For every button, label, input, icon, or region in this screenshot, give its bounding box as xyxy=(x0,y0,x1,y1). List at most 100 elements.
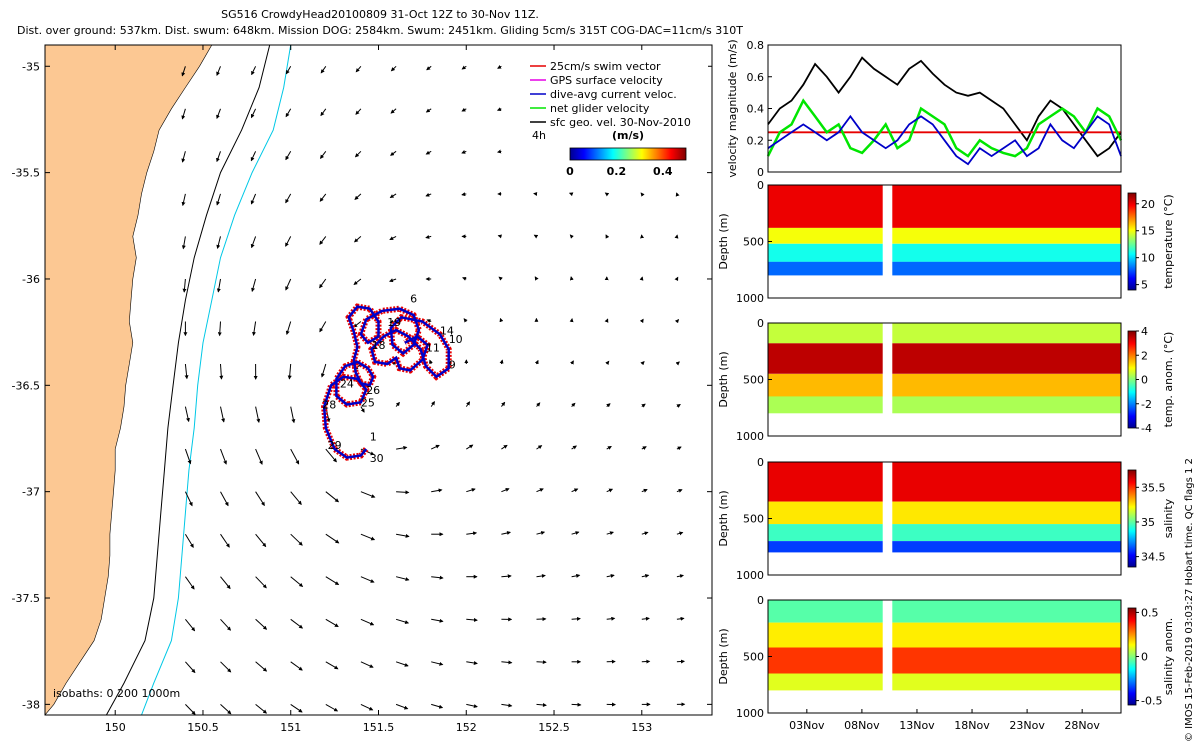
geostrophic-vector xyxy=(536,402,541,407)
section-colorbar xyxy=(1127,330,1137,429)
geostrophic-vector xyxy=(604,192,610,197)
geostrophic-vector xyxy=(498,276,503,281)
glider-track-dive-average xyxy=(322,305,450,459)
map-y-tick-label: -37.5 xyxy=(12,592,40,605)
geostrophic-vector xyxy=(360,406,365,413)
geostrophic-vector xyxy=(390,108,397,114)
geostrophic-vector xyxy=(285,108,292,118)
geostrophic-vector xyxy=(320,363,327,378)
colorbar-tick-label: 35.5 xyxy=(1141,481,1166,494)
geostrophic-vector xyxy=(325,703,339,712)
geostrophic-vector xyxy=(389,193,397,199)
geostrophic-vector xyxy=(252,321,257,336)
section-layer xyxy=(768,673,883,691)
geostrophic-vector xyxy=(536,531,546,535)
geostrophic-vector xyxy=(536,488,544,493)
geostrophic-vector xyxy=(320,150,327,159)
geostrophic-vector xyxy=(220,576,231,590)
geostrophic-vector xyxy=(325,661,339,670)
colorbar-tick-label: 2 xyxy=(1141,349,1148,362)
velocity-series-line xyxy=(766,98,1123,158)
geostrophic-vector xyxy=(250,236,257,249)
geostrophic-vector xyxy=(181,151,186,163)
section-layer xyxy=(892,541,1121,553)
isobath-1000m xyxy=(141,45,292,715)
geostrophic-vector xyxy=(571,445,577,450)
geostrophic-vector xyxy=(285,66,292,75)
geostrophic-vector xyxy=(360,533,376,541)
geostrophic-vector xyxy=(641,573,650,578)
map-x-tick-label: 151.5 xyxy=(363,721,395,734)
land-area xyxy=(45,45,213,715)
geostrophic-vector xyxy=(251,66,257,76)
geostrophic-vector xyxy=(396,445,408,450)
geostrophic-vector xyxy=(674,276,679,282)
geostrophic-vector xyxy=(290,533,303,546)
section-y-tick-label: 500 xyxy=(743,513,764,526)
geostrophic-vector xyxy=(220,661,232,673)
section-x-tick-label: 23Nov xyxy=(1009,719,1045,732)
geostrophic-vector xyxy=(431,618,444,623)
geostrophic-vector xyxy=(606,403,611,408)
geostrophic-vector xyxy=(355,65,362,73)
geostrophic-vector xyxy=(430,401,435,407)
geostrophic-vector xyxy=(287,363,292,380)
geostrophic-vector xyxy=(325,533,340,544)
section-layer xyxy=(768,396,883,414)
geostrophic-vector xyxy=(185,618,196,632)
geostrophic-vector xyxy=(181,236,186,250)
geostrophic-vector xyxy=(466,444,474,450)
section-y-tick-label: 1000 xyxy=(736,707,764,720)
geostrophic-vector xyxy=(639,276,644,281)
geostrophic-vector xyxy=(641,488,648,493)
section-y-tick-label: 0 xyxy=(757,456,764,469)
velocity-y-label: velocity magnitude (m/s) xyxy=(726,39,739,177)
geostrophic-vector xyxy=(463,318,468,323)
legend-background xyxy=(524,57,708,162)
geostrophic-vector xyxy=(255,491,265,507)
section-y-tick-label: 0 xyxy=(757,179,764,192)
geostrophic-vector xyxy=(501,531,511,535)
geostrophic-vector xyxy=(466,488,476,493)
colorbar-tick-label: 0 xyxy=(1141,651,1148,664)
map-colorbar-tick-label: 0.4 xyxy=(653,165,673,178)
geostrophic-vector xyxy=(606,445,612,450)
track-day-label: 18 xyxy=(372,339,386,352)
geostrophic-vector xyxy=(571,616,581,621)
geostrophic-vector xyxy=(534,359,539,365)
chart-title-line2: Dist. over ground: 537km. Dist. swum: 64… xyxy=(17,24,743,37)
geostrophic-vector xyxy=(220,704,232,715)
map-y-tick-label: -37 xyxy=(22,486,40,499)
section-layer xyxy=(768,622,883,648)
map-x-tick-label: 150.5 xyxy=(187,721,219,734)
section-layer xyxy=(892,462,1121,502)
geostrophic-vector xyxy=(431,703,444,709)
geostrophic-vector xyxy=(461,150,467,154)
section-x-tick-label: 03Nov xyxy=(789,719,825,732)
geostrophic-vector xyxy=(182,278,187,293)
geostrophic-vector xyxy=(220,448,227,465)
map-y-tick-label: -35.5 xyxy=(12,167,40,180)
velocity-series-line xyxy=(767,114,1122,166)
geostrophic-vector xyxy=(360,491,376,498)
map-x-tick-label: 152 xyxy=(456,721,477,734)
geostrophic-vector xyxy=(466,617,478,622)
section-colorbar xyxy=(1127,607,1137,706)
section-y-label: Depth (m) xyxy=(717,628,730,684)
geostrophic-vector xyxy=(325,448,337,463)
geostrophic-vector xyxy=(461,107,467,112)
geostrophic-vector xyxy=(219,363,224,380)
section-x-tick-label: 08Nov xyxy=(844,719,880,732)
geostrophic-vector xyxy=(360,576,375,583)
geostrophic-vector xyxy=(571,402,576,407)
geostrophic-vector xyxy=(429,359,433,365)
geostrophic-vector xyxy=(395,703,409,710)
legend-label: dive-avg current veloc. xyxy=(550,88,677,101)
geostrophic-vector xyxy=(606,573,615,578)
geostrophic-vector xyxy=(290,491,302,506)
geostrophic-vector xyxy=(325,576,340,586)
section-colorbar xyxy=(1127,192,1137,291)
section-y-tick-label: 1000 xyxy=(736,292,764,305)
geostrophic-vector xyxy=(255,576,267,589)
